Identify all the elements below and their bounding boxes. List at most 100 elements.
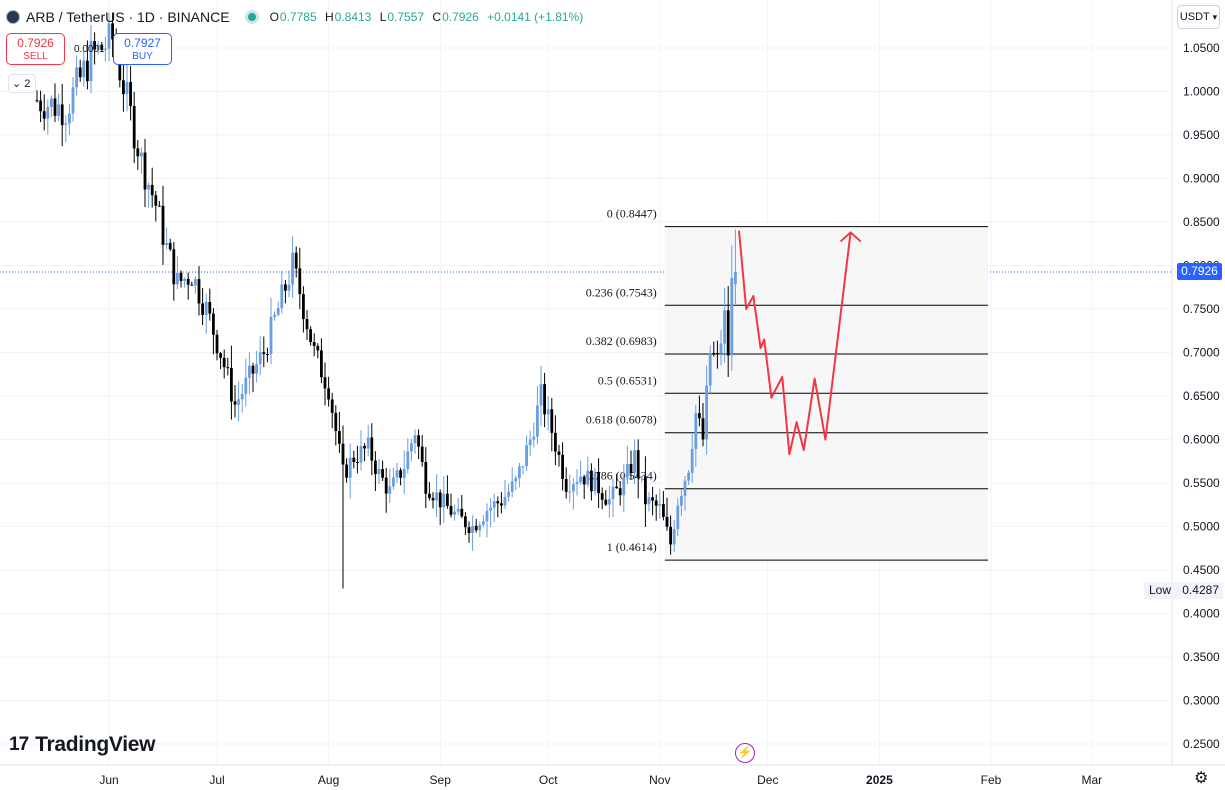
candle-body — [204, 301, 208, 315]
candle-body — [532, 436, 536, 440]
price-tick-label: 0.3000 — [1183, 694, 1220, 708]
candle-body — [208, 301, 212, 314]
candle-body — [518, 466, 521, 479]
candle-body — [446, 493, 449, 506]
price-tick-label: 0.7000 — [1183, 346, 1220, 360]
candle-body — [374, 460, 377, 474]
candle-body — [654, 500, 658, 506]
candle-body — [431, 497, 435, 501]
candle-body — [561, 454, 564, 479]
candle-body — [287, 284, 291, 291]
candle-body — [730, 277, 734, 356]
candle-body — [543, 384, 546, 415]
candle-body — [489, 507, 492, 511]
ohlc-values: O0.7785 H0.8413 L0.7557 C0.7926 +0.0141 … — [270, 10, 584, 24]
candle-body — [71, 87, 75, 114]
candle-body — [572, 484, 575, 492]
candle-body — [424, 462, 428, 494]
candle-body — [168, 242, 172, 250]
time-tick-label: Sep — [430, 773, 452, 787]
candle-body — [510, 481, 514, 492]
candle-body — [262, 352, 266, 355]
tradingview-mark-icon: 17 — [9, 734, 29, 755]
price-tick-label: 0.9000 — [1183, 172, 1220, 186]
candle-body — [150, 184, 154, 196]
candle-body — [42, 111, 46, 119]
candle-body — [93, 41, 96, 50]
candle-body — [57, 104, 60, 116]
candle-body — [633, 450, 636, 473]
time-tick-label: Nov — [649, 773, 670, 787]
candle-body — [464, 516, 467, 528]
candle-body — [68, 113, 71, 124]
symbol-title[interactable]: ARB / TetherUS · 1D · BINANCE — [26, 9, 230, 25]
candle-body — [190, 284, 194, 286]
candle-body — [291, 252, 294, 285]
buy-price: 0.7927 — [124, 36, 161, 50]
fib-level-label: 0 (0.8447) — [607, 207, 657, 221]
price-tick-label: 1.0500 — [1183, 41, 1220, 55]
symbol-logo-icon — [6, 10, 20, 24]
candle-body — [399, 470, 402, 478]
indicators-toggle[interactable]: ⌄ 2 — [8, 74, 36, 93]
candle-body — [687, 472, 690, 481]
candle-body — [690, 449, 694, 473]
tradingview-logo[interactable]: 17 TradingView — [9, 733, 155, 757]
candle-body — [226, 367, 230, 369]
candle-body — [89, 41, 93, 82]
market-status-icon — [247, 13, 256, 21]
price-tick-label: 0.5500 — [1183, 476, 1220, 490]
time-axis[interactable]: Jun Jul Aug Sep Oct Nov Dec 2025 Feb Mar — [0, 764, 1225, 787]
candle-body — [608, 499, 611, 505]
candle-body — [39, 100, 42, 112]
forecast-path[interactable] — [738, 230, 862, 456]
candle-body — [647, 497, 651, 505]
candle-body — [222, 357, 226, 368]
low-label: L — [379, 10, 387, 24]
fibonacci-retracement[interactable]: 0 (0.8447) 0.236 (0.7543) 0.382 (0.6983) 0.… — [586, 207, 988, 561]
candle-body — [467, 527, 471, 534]
candle-body — [626, 464, 629, 478]
candle-body — [568, 491, 572, 493]
candle-body — [410, 443, 413, 452]
sell-button[interactable]: 0.7926 SELL — [6, 33, 65, 65]
candle-body — [147, 184, 150, 190]
candle-body — [525, 445, 528, 467]
candle-body — [78, 67, 82, 78]
candle-body — [215, 334, 219, 354]
candle-body — [53, 98, 57, 116]
candle-body — [712, 352, 716, 354]
chevron-down-icon: ⌄ — [12, 78, 22, 90]
candle-body — [438, 492, 442, 508]
candle-body — [716, 353, 719, 355]
candle-body — [683, 480, 687, 496]
candle-body — [708, 352, 712, 386]
bolt-icon[interactable]: ⚡ — [735, 743, 755, 763]
candle-body — [363, 445, 366, 449]
candle-body — [669, 526, 672, 545]
time-tick-label: Feb — [981, 773, 1002, 787]
price-axis[interactable]: 1.05001.00000.95000.90000.85000.80000.75… — [1171, 0, 1225, 790]
price-tick-label: 0.3500 — [1183, 650, 1220, 664]
candle-body — [366, 437, 370, 449]
candle-body — [428, 493, 431, 498]
candle-body — [269, 316, 273, 355]
open-label: O — [269, 10, 279, 24]
fib-level-label: 0.382 (0.6983) — [586, 334, 657, 348]
candle-body — [536, 405, 539, 437]
currency-button[interactable]: USDT ▾ — [1177, 5, 1220, 29]
candle-body — [154, 195, 158, 206]
buy-button[interactable]: 0.7927 BUY — [113, 33, 172, 65]
candle-body — [140, 152, 143, 157]
price-tick-label: 0.8500 — [1183, 215, 1220, 229]
candle-body — [104, 48, 107, 51]
candle-body — [417, 435, 420, 447]
candle-body — [197, 279, 201, 304]
settings-icon[interactable]: ⚙ — [1194, 770, 1209, 787]
candle-body — [456, 508, 460, 512]
candle-body — [395, 470, 399, 478]
candle-body — [341, 443, 345, 465]
candle-body — [604, 499, 608, 505]
time-tick-label: Oct — [539, 773, 558, 787]
